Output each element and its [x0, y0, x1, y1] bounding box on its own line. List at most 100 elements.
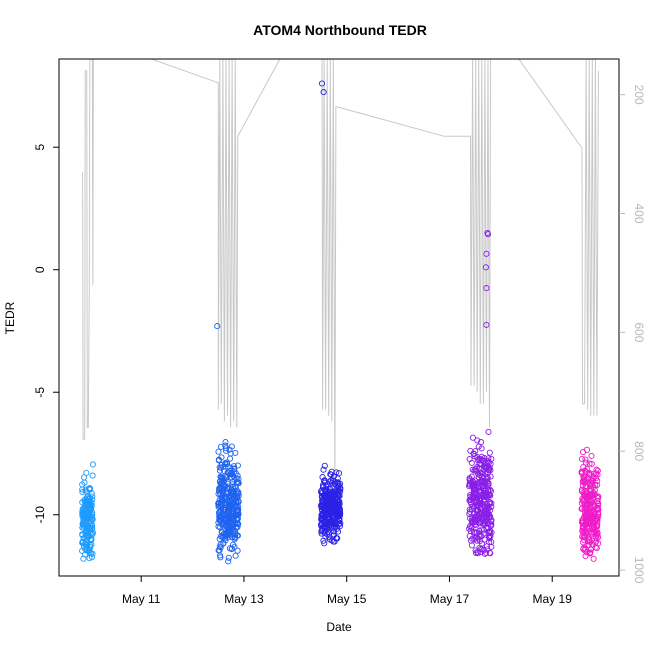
data-point — [334, 490, 341, 497]
data-point — [591, 527, 598, 534]
data-point — [322, 492, 329, 499]
cluster-5 — [578, 446, 602, 562]
data-point — [586, 550, 594, 557]
data-point — [588, 497, 595, 504]
data-point — [215, 448, 222, 455]
right-tick-label: 200 — [632, 85, 646, 105]
data-point — [227, 501, 234, 509]
data-point — [469, 496, 477, 503]
data-point — [325, 526, 332, 533]
data-point — [232, 498, 239, 505]
data-point — [79, 499, 86, 506]
data-point — [335, 484, 342, 491]
data-point — [594, 504, 601, 511]
data-point — [578, 468, 585, 475]
data-point — [593, 466, 600, 473]
data-point — [583, 525, 591, 532]
data-point — [584, 516, 591, 523]
data-point — [587, 477, 594, 484]
data-point — [83, 510, 90, 517]
data-point — [234, 462, 241, 469]
data-point — [231, 483, 238, 490]
data-point — [79, 539, 86, 546]
data-point — [219, 513, 226, 520]
data-point — [590, 523, 597, 530]
data-point — [89, 461, 96, 468]
y-axis-left: -10 -5 0 5 — [33, 144, 59, 524]
plot-frame — [58, 58, 620, 577]
data-point — [224, 460, 231, 467]
data-point — [486, 491, 493, 498]
x-tick-label: May 19 — [533, 592, 573, 606]
data-point — [329, 510, 336, 517]
data-point — [583, 512, 590, 519]
data-point — [319, 474, 326, 481]
data-point — [228, 545, 235, 552]
data-point — [479, 479, 486, 486]
data-point — [232, 552, 239, 559]
data-point — [475, 443, 482, 450]
data-point — [588, 452, 595, 459]
data-point — [592, 533, 600, 540]
data-point — [466, 477, 473, 485]
y-axis-label: TEDR — [3, 301, 17, 334]
data-point — [88, 490, 95, 497]
data-point — [217, 554, 224, 561]
data-point — [235, 497, 242, 504]
data-point — [479, 500, 486, 507]
y-tick-label: -10 — [33, 506, 47, 524]
cluster-2 — [214, 323, 242, 565]
data-point — [483, 513, 490, 520]
data-point — [324, 503, 331, 510]
data-point — [234, 511, 241, 518]
data-point — [582, 456, 589, 463]
data-point — [89, 509, 96, 516]
cluster-4 — [466, 229, 495, 557]
data-point — [232, 449, 239, 456]
data-point — [222, 442, 229, 449]
data-point — [469, 434, 476, 441]
data-point — [483, 491, 490, 498]
data-point — [227, 470, 234, 478]
data-point — [320, 466, 327, 473]
chart-title: ATOM4 Northbound TEDR — [253, 22, 427, 38]
right-tick-label: 600 — [632, 322, 646, 342]
data-point — [223, 490, 231, 497]
data-point — [86, 546, 93, 553]
data-point — [476, 500, 483, 507]
data-point — [228, 443, 235, 450]
data-point — [225, 507, 232, 514]
data-point — [327, 471, 334, 478]
data-point — [79, 486, 86, 493]
data-point — [483, 465, 490, 472]
data-point — [220, 540, 227, 547]
data-point — [467, 492, 474, 499]
data-point — [481, 519, 488, 526]
data-point — [483, 543, 490, 550]
data-point — [474, 453, 481, 461]
data-point — [222, 439, 229, 446]
data-point — [230, 483, 237, 490]
data-point — [234, 547, 241, 554]
data-point — [323, 506, 331, 514]
data-point — [233, 524, 240, 531]
data-point — [590, 483, 597, 490]
y-tick-label: -5 — [33, 387, 47, 398]
data-point — [84, 525, 91, 532]
x-tick-label: May 15 — [327, 592, 367, 606]
data-point — [221, 500, 228, 507]
data-point — [488, 529, 495, 536]
data-point — [84, 534, 91, 541]
data-point — [82, 503, 89, 510]
data-point — [471, 513, 478, 520]
outlier-point — [482, 264, 489, 271]
data-point — [332, 520, 339, 527]
data-point — [80, 555, 87, 562]
right-tick-label: 1000 — [632, 557, 646, 584]
data-point — [471, 516, 478, 523]
x-tick-label: May 13 — [224, 592, 264, 606]
data-point — [579, 449, 587, 456]
data-point — [332, 523, 339, 530]
data-point — [473, 468, 480, 475]
